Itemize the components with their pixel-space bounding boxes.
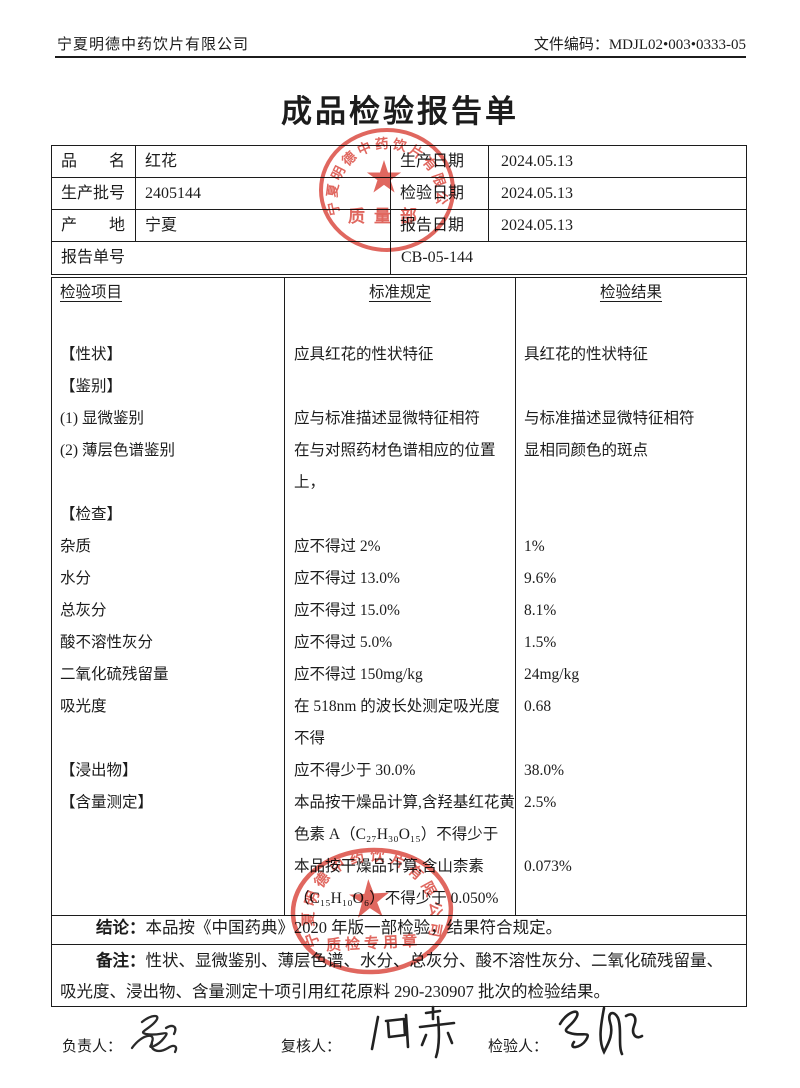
cell-item: (1) 显微鉴别 bbox=[52, 403, 285, 435]
cell-standard: 应与标准描述显微特征相符 bbox=[285, 403, 516, 435]
cell-result: 0.68 bbox=[524, 698, 552, 715]
field-value-product-name: 红花 bbox=[136, 146, 391, 177]
page-title: 成品检验报告单 bbox=[281, 94, 519, 129]
column-header-standard: 标准规定 bbox=[285, 278, 516, 311]
cell-result bbox=[516, 499, 746, 531]
cell-result: 38.0% bbox=[524, 762, 565, 779]
column-header-result: 检验结果 bbox=[599, 284, 662, 301]
cell-result: 0.073% bbox=[524, 858, 572, 875]
cell-result: 1% bbox=[524, 538, 545, 555]
responsible-person-label: 负责人： bbox=[62, 1039, 123, 1055]
cell-item bbox=[52, 851, 285, 915]
cell-result bbox=[516, 371, 746, 403]
inspection-results-table: 检验项目 标准规定 检验结果 【性状】 应具红花的性状特征 具红花的性状特征 【… bbox=[51, 277, 747, 916]
cell-standard: 本品按干燥品计算,含山柰素 （C₁₅H₁₀O₆）不得少于 0.050% bbox=[285, 851, 516, 915]
table-row: 产 地 宁夏 报告日期 2024.05.13 bbox=[52, 210, 746, 242]
table-row: 酸不溶性灰分 应不得过 5.0% 1.5% bbox=[52, 627, 746, 659]
cell-result: 24mg/kg bbox=[524, 666, 580, 683]
cell-standard: 应不得过 2% bbox=[285, 531, 516, 563]
cell-standard: 应不得过 15.0% bbox=[285, 595, 516, 627]
table-row: 品 名 红花 生产日期 2024.05.13 bbox=[52, 146, 746, 178]
company-name: 宁夏明德中药饮片有限公司 bbox=[57, 37, 250, 53]
cell-item: 总灰分 bbox=[52, 595, 285, 627]
table-row: 水分 应不得过 13.0% 9.6% bbox=[52, 563, 746, 595]
cell-item: 【含量测定】 bbox=[52, 787, 285, 851]
column-header-item: 检验项目 bbox=[52, 278, 285, 311]
field-value-report-no: CB-05-144 bbox=[401, 249, 473, 266]
table-row: 【含量测定】 本品按干燥品计算,含羟基红花黄 色素 A（C₂₇H₃₀O₁₅）不得… bbox=[52, 787, 746, 851]
cell-item: 【性状】 bbox=[52, 311, 285, 371]
table-row: 【检查】 bbox=[52, 499, 746, 531]
cell-result: 与标准描述显微特征相符 bbox=[524, 410, 695, 427]
table-header-row: 检验项目 标准规定 检验结果 bbox=[52, 278, 746, 311]
field-value-production-date: 2024.05.13 bbox=[501, 153, 573, 170]
conclusion-label: 结论： bbox=[96, 918, 146, 937]
field-label-production-date: 生产日期 bbox=[391, 146, 489, 177]
cell-item: 【检查】 bbox=[52, 499, 285, 531]
cell-standard: 应不得过 13.0% bbox=[285, 563, 516, 595]
table-row: 总灰分 应不得过 15.0% 8.1% bbox=[52, 595, 746, 627]
cell-standard: 应不得少于 30.0% bbox=[285, 755, 516, 787]
cell-item: 水分 bbox=[52, 563, 285, 595]
cell-result: 具红花的性状特征 bbox=[524, 346, 649, 363]
table-row: 杂质 应不得过 2% 1% bbox=[52, 531, 746, 563]
cell-result: 显相同颜色的斑点 bbox=[524, 442, 649, 459]
cell-item: 二氧化硫残留量 bbox=[52, 659, 285, 691]
table-row: 吸光度 在 518nm 的波长处测定吸光度不得 低于 0.20。 0.68 bbox=[52, 691, 746, 755]
header-rule bbox=[55, 56, 746, 58]
cell-standard: 应具红花的性状特征 bbox=[285, 311, 516, 371]
table-row: 【性状】 应具红花的性状特征 具红花的性状特征 bbox=[52, 311, 746, 371]
conclusion-text: 本品按《中国药典》2020 年版一部检验，结果符合规定。 bbox=[145, 918, 563, 937]
signature-reviewer bbox=[370, 1005, 456, 1059]
cell-result: 9.6% bbox=[524, 570, 557, 587]
reviewer-label: 复核人： bbox=[281, 1039, 342, 1055]
table-row: (2) 薄层色谱鉴别 在与对照药材色谱相应的位置上， 应显相同颜色的斑点 显相同… bbox=[52, 435, 746, 499]
field-label-product-name: 品 名 bbox=[52, 146, 136, 177]
cell-standard: 应不得过 5.0% bbox=[285, 627, 516, 659]
field-label-report-no: 报告单号 bbox=[52, 242, 391, 274]
cell-standard bbox=[285, 499, 516, 531]
field-value-inspection-date: 2024.05.13 bbox=[501, 185, 573, 202]
remark-row: 备注：性状、显微鉴别、薄层色谱、水分、总灰分、酸不溶性灰分、二氧化硫残留量、吸光… bbox=[51, 944, 747, 1007]
table-row: (1) 显微鉴别 应与标准描述显微特征相符 与标准描述显微特征相符 bbox=[52, 403, 746, 435]
field-value-batch-no: 2405144 bbox=[136, 178, 391, 209]
cell-item: 【浸出物】 bbox=[52, 755, 285, 787]
remark-label: 备注： bbox=[96, 951, 146, 970]
table-row: 【鉴别】 bbox=[52, 371, 746, 403]
table-row: 本品按干燥品计算,含山柰素 （C₁₅H₁₀O₆）不得少于 0.050% 0.07… bbox=[52, 851, 746, 915]
cell-result: 1.5% bbox=[524, 634, 557, 651]
conclusion-row: 结论：本品按《中国药典》2020 年版一部检验，结果符合规定。 bbox=[51, 911, 747, 945]
cell-item: 酸不溶性灰分 bbox=[52, 627, 285, 659]
field-value-report-date: 2024.05.13 bbox=[501, 217, 573, 234]
table-row: 二氧化硫残留量 应不得过 150mg/kg 24mg/kg bbox=[52, 659, 746, 691]
signature-responsible-person bbox=[130, 1014, 178, 1054]
document-code: 文件编码：MDJL02•003•0333-05 bbox=[533, 37, 746, 53]
table-row: 【浸出物】 应不得少于 30.0% 38.0% bbox=[52, 755, 746, 787]
cell-item: 杂质 bbox=[52, 531, 285, 563]
cell-result: 8.1% bbox=[524, 602, 557, 619]
cell-item: 吸光度 bbox=[52, 691, 285, 755]
cell-item: 【鉴别】 bbox=[52, 371, 285, 403]
remark-text: 性状、显微鉴别、薄层色谱、水分、总灰分、酸不溶性灰分、二氧化硫残留量、吸光度、浸… bbox=[60, 951, 723, 1001]
cell-standard: 本品按干燥品计算,含羟基红花黄 色素 A（C₂₇H₃₀O₁₅）不得少于 1.0% bbox=[285, 787, 516, 851]
signature-inspector bbox=[558, 1006, 644, 1056]
table-row: 生产批号 2405144 检验日期 2024.05.13 bbox=[52, 178, 746, 210]
inspector-label: 检验人： bbox=[488, 1039, 549, 1055]
cell-standard: 在与对照药材色谱相应的位置上， 应显相同颜色的斑点 bbox=[285, 435, 516, 499]
field-value-origin: 宁夏 bbox=[136, 210, 391, 241]
field-label-batch-no: 生产批号 bbox=[52, 178, 136, 209]
product-info-table: 品 名 红花 生产日期 2024.05.13 生产批号 2405144 检验日期… bbox=[51, 145, 747, 275]
table-row: 报告单号 CB-05-144 bbox=[52, 242, 746, 274]
cell-standard: 在 518nm 的波长处测定吸光度不得 低于 0.20。 bbox=[285, 691, 516, 755]
cell-item: (2) 薄层色谱鉴别 bbox=[52, 435, 285, 499]
field-label-report-date: 报告日期 bbox=[391, 210, 489, 241]
field-label-inspection-date: 检验日期 bbox=[391, 178, 489, 209]
cell-result: 2.5% bbox=[524, 794, 557, 811]
cell-standard: 应不得过 150mg/kg bbox=[285, 659, 516, 691]
cell-standard bbox=[285, 371, 516, 403]
field-label-origin: 产 地 bbox=[52, 210, 136, 241]
